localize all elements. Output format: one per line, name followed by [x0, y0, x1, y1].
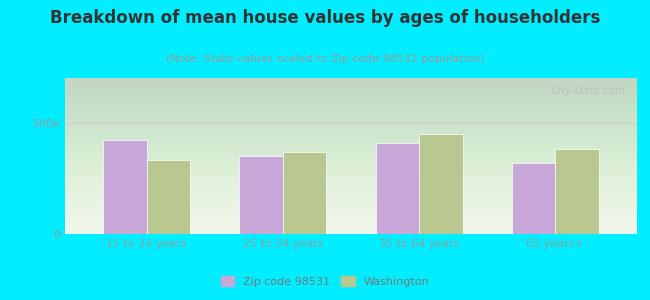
Text: City-Data.com: City-Data.com	[551, 86, 625, 96]
Bar	[147, 160, 190, 234]
Bar	[283, 152, 326, 234]
Text: Breakdown of mean house values by ages of householders: Breakdown of mean house values by ages o…	[50, 9, 600, 27]
Bar	[555, 149, 599, 234]
Bar	[512, 163, 555, 234]
Bar	[419, 134, 463, 234]
Legend: Zip code 98531, Washington: Zip code 98531, Washington	[216, 272, 434, 291]
Bar	[103, 140, 147, 234]
Text: (Note: State values scaled to Zip code 98531 population): (Note: State values scaled to Zip code 9…	[166, 54, 484, 64]
Bar	[239, 156, 283, 234]
Bar	[376, 142, 419, 234]
